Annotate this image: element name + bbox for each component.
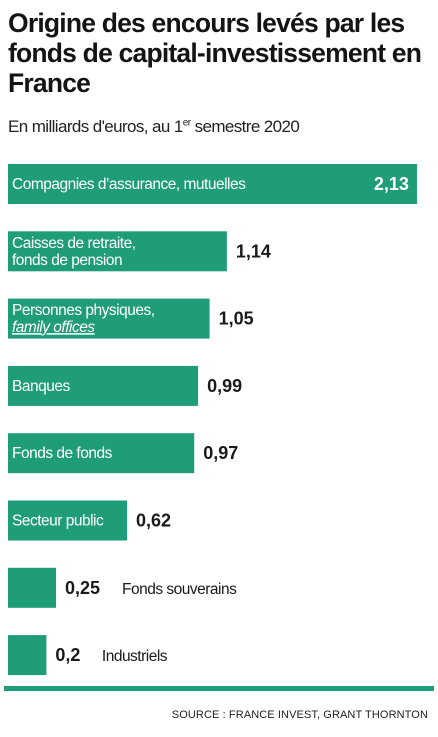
value-label-5: 0,62 [136,511,171,531]
subtitle-sup: er [182,117,191,129]
value-label-2: 1,05 [219,309,254,329]
subtitle-tail: semestre 2020 [190,117,300,136]
value-label-1: 1,14 [236,241,271,261]
bottom-rule [4,686,434,691]
bar-group-2: Personnes physiques,family offices 1,05 [8,298,254,339]
bar-0 [8,164,417,204]
bar-label-0-0: Compagnies d’assurance, mutuelles [12,176,246,193]
value-label-0: 2,13 [374,174,409,194]
bar-2 [8,298,210,339]
bar-group-7: 0,2 Industriels [8,635,168,676]
bar-group-6: 0,25 Fonds souverains [8,567,238,608]
bar-label-5-0: Secteur public [12,513,104,530]
chart-title: Origine des encours levés par les fonds … [8,8,422,98]
outside-label-7: Industriels [102,648,168,665]
source-note: SOURCE : FRANCE INVEST, GRANT THORNTON [171,709,428,721]
bar-label-3-0: Banques [12,378,70,395]
bar-3 [8,365,199,406]
bar-group-0: Compagnies d’assurance, mutuelles 2,13 [8,164,417,204]
bar-label-4-0: Fonds de fonds [12,445,113,462]
value-label-7: 0,2 [55,645,80,665]
outside-label-6: Fonds souverains [122,581,237,598]
bar-group-1: Caisses de retraite,fonds de pension 1,14 [8,231,271,272]
bar-group-5: Secteur public 0,62 [8,500,171,541]
bar-group-3: Banques 0,99 [8,365,242,406]
bar-6 [8,567,56,608]
bar-label-2-1: family offices [12,319,95,336]
value-label-4: 0,97 [203,443,238,463]
bar-7 [8,635,47,676]
bar-4 [8,433,195,474]
value-label-3: 0,99 [207,376,242,396]
bar-label-2-0: Personnes physiques, [12,302,155,319]
bar-1 [8,231,227,272]
bar-group-4: Fonds de fonds 0,97 [8,433,238,474]
bar-label-1-0: Caisses de retraite, [12,235,136,252]
bar-5 [8,500,128,541]
chart-subtitle: En milliards d'euros, au 1er semestre 20… [8,117,300,137]
value-label-6: 0,25 [65,578,100,598]
subtitle-main: En milliards d'euros, au 1 [8,117,183,136]
bar-label-1-1: fonds de pension [12,252,122,269]
